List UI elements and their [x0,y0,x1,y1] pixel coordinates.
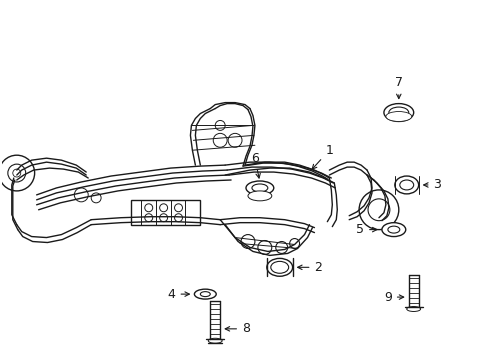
Circle shape [91,193,101,203]
Circle shape [358,190,398,230]
Circle shape [174,204,182,212]
Ellipse shape [194,289,216,299]
Text: 2: 2 [297,261,322,274]
Ellipse shape [387,226,399,233]
Text: 1: 1 [311,144,333,169]
Circle shape [289,239,299,248]
Ellipse shape [381,223,405,237]
Text: 7: 7 [394,76,402,99]
Text: 4: 4 [167,288,189,301]
Circle shape [275,242,287,253]
Text: 6: 6 [250,152,260,178]
Text: 5: 5 [355,223,376,236]
Circle shape [0,155,35,191]
Text: 8: 8 [225,322,249,336]
Circle shape [174,214,182,222]
Ellipse shape [394,176,418,194]
Ellipse shape [385,112,411,121]
Circle shape [160,214,167,222]
FancyBboxPatch shape [131,200,200,225]
Ellipse shape [406,306,420,311]
Circle shape [160,204,167,212]
Circle shape [367,199,389,221]
Ellipse shape [266,258,292,276]
Ellipse shape [208,338,222,343]
Circle shape [228,133,242,147]
Text: 3: 3 [423,179,441,192]
Text: 9: 9 [383,291,403,303]
Ellipse shape [247,191,271,201]
Ellipse shape [388,107,408,118]
Ellipse shape [383,104,413,121]
Ellipse shape [251,184,267,192]
Circle shape [74,188,88,202]
Circle shape [13,169,20,177]
Circle shape [144,214,152,222]
Ellipse shape [200,292,210,297]
Circle shape [8,164,26,182]
Circle shape [241,235,254,248]
Ellipse shape [399,180,413,190]
Circle shape [144,204,152,212]
Circle shape [215,121,224,130]
Ellipse shape [245,181,273,195]
Circle shape [213,133,226,147]
Circle shape [257,240,271,255]
Ellipse shape [270,261,288,273]
